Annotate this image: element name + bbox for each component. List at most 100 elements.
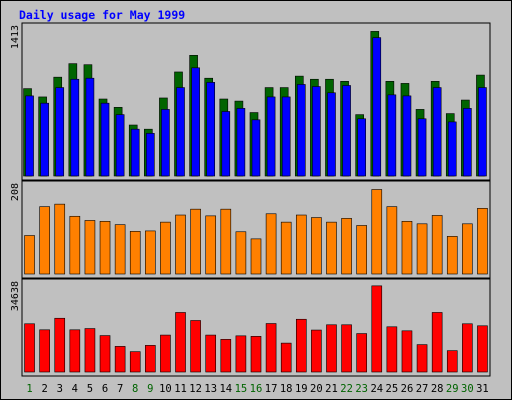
kbytes-bar-day-4 bbox=[69, 329, 81, 373]
files-bar-day-24 bbox=[372, 37, 382, 177]
day-label-3: 3 bbox=[57, 383, 63, 395]
day-label-2: 2 bbox=[41, 383, 47, 395]
files-bar-day-9 bbox=[146, 133, 155, 177]
files-bar-day-6 bbox=[100, 102, 110, 177]
day-label-23: 23 bbox=[355, 383, 368, 395]
kbytes-bar-day-9 bbox=[145, 345, 156, 373]
day-label-9: 9 bbox=[147, 383, 153, 395]
pages-bar-day-25 bbox=[386, 206, 398, 275]
y-max-label-pages: 208 bbox=[10, 183, 21, 201]
kbytes-bar-day-7 bbox=[114, 346, 126, 373]
pages-bar-day-29 bbox=[446, 236, 458, 275]
pages-bar-day-14 bbox=[220, 208, 232, 275]
day-label-30: 30 bbox=[461, 383, 474, 395]
pages-bar-day-9 bbox=[145, 230, 156, 275]
pages-bar-day-20 bbox=[311, 217, 322, 275]
files-bar-day-11 bbox=[176, 87, 185, 177]
files-bar-day-4 bbox=[70, 78, 80, 177]
kbytes-bar-day-26 bbox=[401, 330, 413, 373]
files-bar-day-15 bbox=[236, 108, 246, 177]
kbytes-bar-day-15 bbox=[235, 335, 247, 373]
kbytes-bar-day-6 bbox=[99, 335, 111, 373]
kbytes-bar-day-10 bbox=[160, 334, 171, 373]
kbytes-bar-day-16 bbox=[250, 336, 262, 373]
kbytes-bar-day-31 bbox=[477, 325, 488, 373]
files-bar-day-3 bbox=[55, 87, 65, 177]
files-bar-day-30 bbox=[463, 108, 472, 177]
files-bar-day-28 bbox=[432, 87, 442, 177]
day-label-18: 18 bbox=[280, 383, 293, 395]
kbytes-bar-day-30 bbox=[462, 323, 473, 373]
files-bar-day-25 bbox=[387, 94, 397, 177]
kbytes-bar-day-23 bbox=[356, 333, 367, 373]
day-label-5: 5 bbox=[87, 383, 93, 395]
kbytes-bar-day-29 bbox=[446, 350, 458, 373]
kbytes-bar-day-2 bbox=[39, 329, 50, 373]
day-label-4: 4 bbox=[72, 383, 78, 395]
files-bar-day-21 bbox=[327, 92, 336, 177]
files-bar-day-20 bbox=[312, 86, 321, 177]
files-bar-day-18 bbox=[281, 96, 291, 177]
day-label-29: 29 bbox=[446, 383, 459, 395]
files-bar-day-10 bbox=[161, 109, 170, 177]
panel-kbytes: 34638 bbox=[10, 278, 491, 377]
y-max-label-kbytes: 34638 bbox=[10, 281, 21, 311]
pages-bar-day-2 bbox=[39, 206, 50, 275]
day-label-21: 21 bbox=[325, 383, 338, 395]
files-bar-day-7 bbox=[115, 114, 125, 177]
pages-bar-day-5 bbox=[84, 220, 96, 275]
day-label-19: 19 bbox=[295, 383, 308, 395]
pages-bar-day-4 bbox=[69, 215, 81, 275]
day-label-1: 1 bbox=[26, 383, 32, 395]
day-label-20: 20 bbox=[310, 383, 323, 395]
files-bar-day-16 bbox=[251, 119, 261, 177]
kbytes-bar-day-25 bbox=[386, 326, 398, 373]
day-label-27: 27 bbox=[416, 383, 429, 395]
day-label-31: 31 bbox=[476, 383, 489, 395]
files-bar-day-26 bbox=[402, 95, 412, 177]
pages-bar-day-17 bbox=[265, 213, 277, 275]
pages-bar-day-24 bbox=[371, 189, 383, 275]
day-label-16: 16 bbox=[250, 383, 263, 395]
kbytes-bar-day-21 bbox=[326, 324, 337, 373]
pages-bar-day-26 bbox=[401, 220, 413, 275]
files-bar-day-22 bbox=[342, 85, 351, 177]
day-label-28: 28 bbox=[431, 383, 444, 395]
pages-bar-day-8 bbox=[129, 231, 141, 275]
pages-bar-day-1 bbox=[24, 235, 35, 275]
day-label-22: 22 bbox=[340, 383, 353, 395]
day-label-13: 13 bbox=[204, 383, 217, 395]
kbytes-bar-day-27 bbox=[416, 344, 428, 373]
pages-bar-day-31 bbox=[477, 208, 488, 275]
files-bar-day-17 bbox=[266, 96, 276, 177]
x-axis-day-labels: 1 2 3 4 5 6 7 8 9 10 11 12 13 14 15 16 17 18 19 20 21 22 23 24 2… bbox=[26, 383, 488, 395]
pages-bar-day-28 bbox=[431, 215, 443, 275]
files-bar-day-27 bbox=[417, 118, 427, 177]
kbytes-bar-day-20 bbox=[311, 329, 322, 373]
pages-bar-day-12 bbox=[190, 208, 201, 275]
files-bar-day-12 bbox=[191, 67, 200, 177]
pages-bar-day-15 bbox=[235, 231, 247, 275]
panel-hits-files: 1413 bbox=[10, 22, 491, 181]
day-label-8: 8 bbox=[132, 383, 138, 395]
day-label-12: 12 bbox=[189, 383, 202, 395]
kbytes-bar-day-28 bbox=[431, 312, 443, 373]
files-bar-day-29 bbox=[447, 121, 457, 177]
pages-bar-day-22 bbox=[341, 218, 352, 275]
kbytes-bar-day-14 bbox=[220, 339, 232, 373]
kbytes-bar-day-1 bbox=[24, 323, 35, 373]
kbytes-bar-day-24 bbox=[371, 285, 383, 373]
pages-bar-day-13 bbox=[205, 215, 217, 275]
pages-bar-day-6 bbox=[99, 220, 111, 275]
kbytes-bar-day-18 bbox=[280, 342, 292, 373]
pages-bar-day-23 bbox=[356, 225, 367, 275]
pages-bar-day-16 bbox=[250, 238, 262, 275]
kbytes-bar-day-17 bbox=[265, 323, 277, 373]
day-label-26: 26 bbox=[401, 383, 414, 395]
kbytes-bar-day-11 bbox=[175, 312, 186, 373]
day-label-24: 24 bbox=[370, 383, 383, 395]
files-bar-day-2 bbox=[40, 102, 49, 177]
kbytes-bar-day-5 bbox=[84, 328, 96, 373]
pages-bar-day-21 bbox=[326, 221, 337, 275]
